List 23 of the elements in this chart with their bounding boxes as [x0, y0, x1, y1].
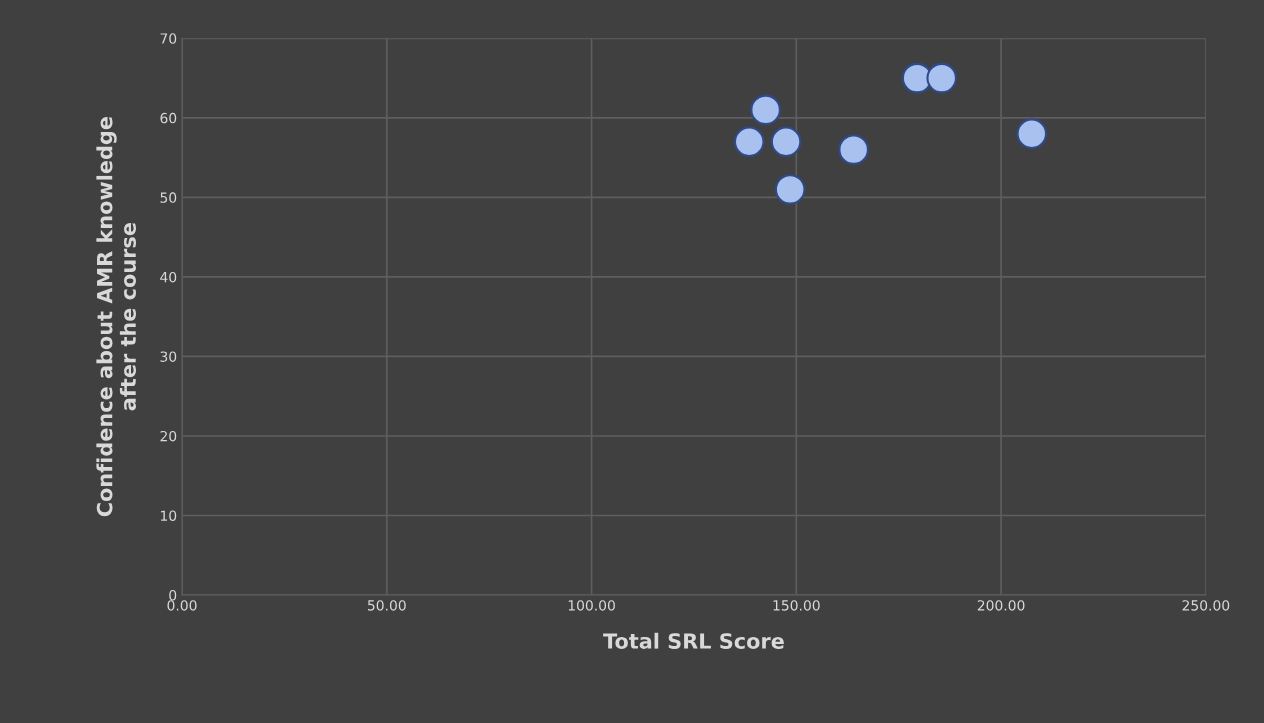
point	[774, 174, 806, 205]
y-axis-title: Confidence about AMR knowledge after the course	[96, 117, 136, 517]
point	[1016, 118, 1048, 150]
x-axis-title: Total SRL Score	[603, 632, 784, 649]
x-tick-label: 100.00	[568, 600, 615, 611]
y-tick-label: 40	[160, 271, 177, 283]
x-tick-label: 200.00	[977, 600, 1025, 611]
point	[838, 134, 869, 165]
x-tick-label: 50.00	[367, 600, 406, 611]
y-tick-label: 50	[160, 192, 177, 203]
y-tick-label: 60	[160, 112, 177, 124]
y-tick-label: 0	[169, 590, 177, 601]
point	[750, 94, 781, 126]
point	[733, 126, 765, 157]
y-tick-label: 20	[160, 430, 177, 442]
x-tick-label: 250.00	[1182, 600, 1230, 611]
point	[926, 62, 957, 94]
y-tick-label: 30	[160, 351, 177, 362]
y-tick-label: 70	[160, 33, 177, 44]
x-tick-label: 150.00	[773, 600, 820, 611]
x-tick-label: 0.00	[167, 600, 197, 611]
point	[770, 126, 802, 157]
y-tick-label: 10	[161, 510, 177, 521]
